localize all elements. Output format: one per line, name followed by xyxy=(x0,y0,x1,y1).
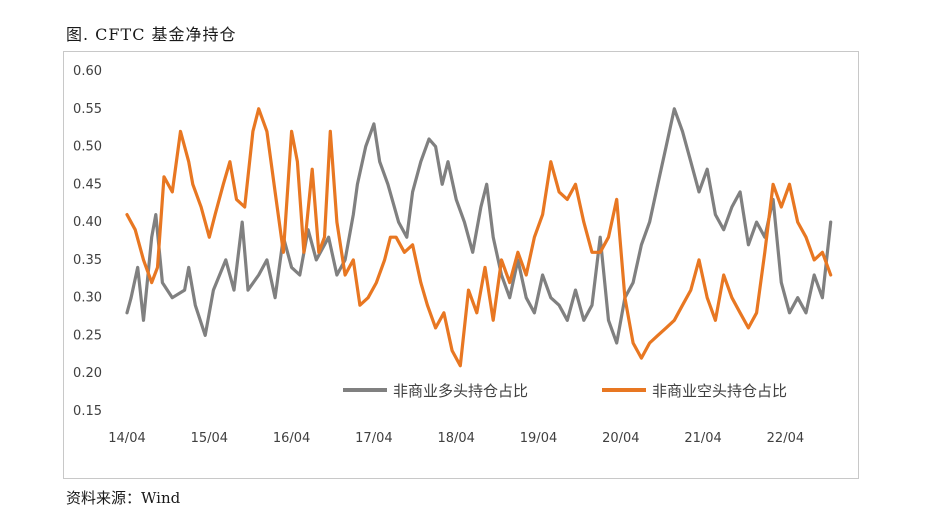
y-tick-label: 0.55 xyxy=(73,102,102,117)
y-tick-label: 0.25 xyxy=(73,328,102,343)
y-tick-label: 0.15 xyxy=(73,404,102,419)
x-tick-label: 22/04 xyxy=(767,431,804,446)
y-tick-label: 0.45 xyxy=(73,177,102,192)
y-tick-label: 0.35 xyxy=(73,253,102,268)
source-note: 资料来源：Wind xyxy=(66,489,181,507)
series-line-short xyxy=(125,107,833,368)
x-tick-label: 18/04 xyxy=(437,431,474,446)
x-tick-label: 16/04 xyxy=(273,431,310,446)
series-line-long xyxy=(125,107,833,345)
figure-title: 图. CFTC 基金净持仓 xyxy=(66,25,237,44)
x-tick-label: 15/04 xyxy=(191,431,228,446)
legend-label: 非商业空头持仓占比 xyxy=(652,382,787,400)
legend: 非商业多头持仓占比 非商业空头持仓占比 xyxy=(343,382,787,400)
y-tick-label: 0.20 xyxy=(73,366,102,381)
y-tick-label: 0.60 xyxy=(73,64,102,79)
x-tick-label: 19/04 xyxy=(520,431,557,446)
x-axis: 14/04 15/04 16/04 17/04 18/04 19/04 20/04 21/04… xyxy=(108,431,804,446)
y-tick-label: 0.30 xyxy=(73,291,102,306)
x-tick-label: 20/04 xyxy=(602,431,639,446)
y-axis: 0.60 0.55 0.50 0.45 0.40 0.35 0.30 0.25 0.20 0.15 xyxy=(73,64,102,419)
x-tick-label: 17/04 xyxy=(355,431,392,446)
legend-label: 非商业多头持仓占比 xyxy=(393,382,528,400)
x-tick-label: 21/04 xyxy=(684,431,721,446)
series-lines xyxy=(125,107,833,368)
y-tick-label: 0.50 xyxy=(73,140,102,155)
y-tick-label: 0.40 xyxy=(73,215,102,230)
chart-frame xyxy=(63,51,859,479)
x-tick-label: 14/04 xyxy=(108,431,145,446)
